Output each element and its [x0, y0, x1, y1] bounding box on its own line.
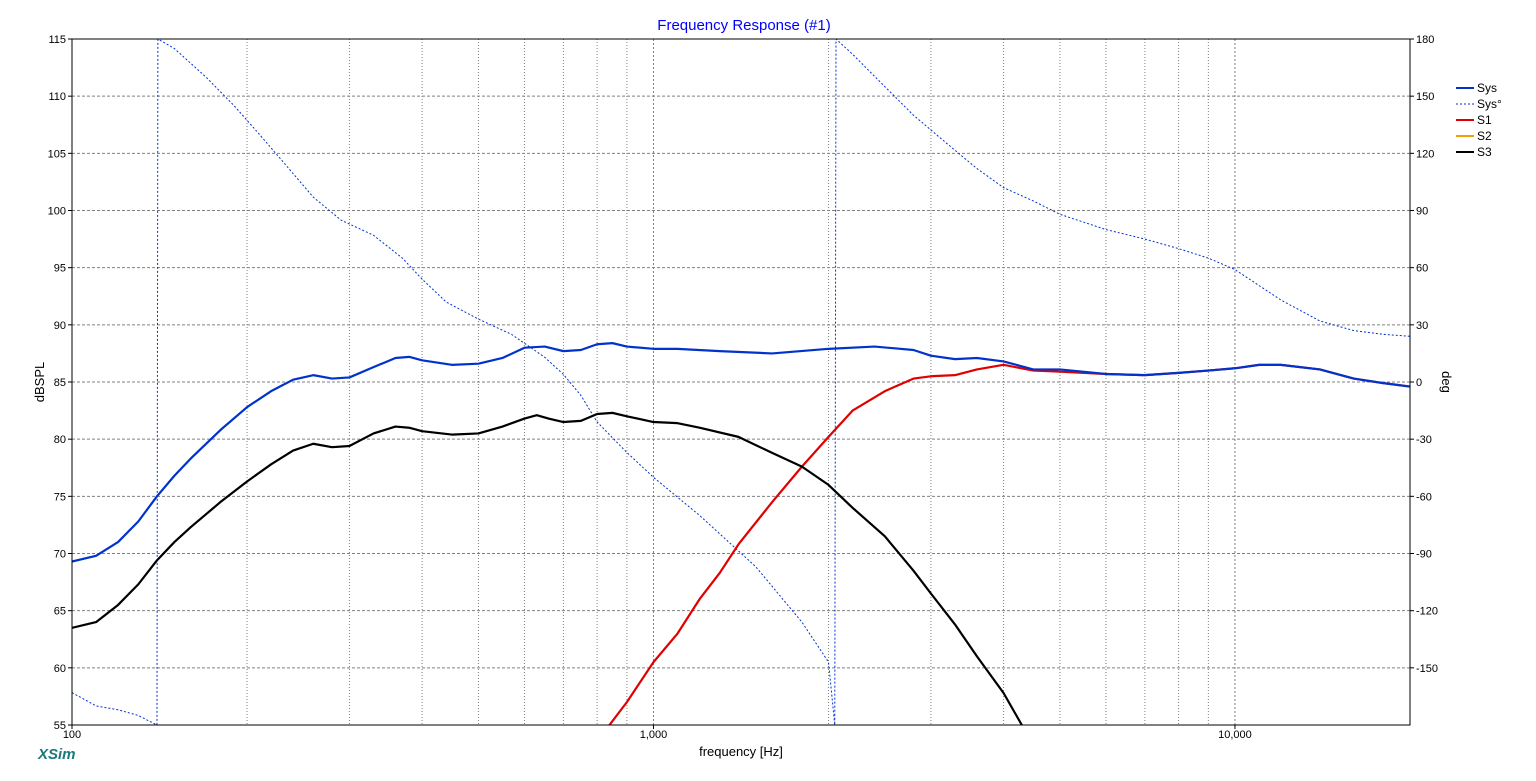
legend-label: S1 [1477, 113, 1492, 127]
y-axis-label: dBSPL [32, 362, 47, 402]
y-tick-label: 90 [54, 320, 66, 332]
x-tick-label: 10,000 [1218, 729, 1252, 741]
y2-tick-label: -30 [1416, 434, 1432, 446]
y-tick-label: 85 [54, 377, 66, 389]
series-layer [72, 39, 1410, 725]
y-tick-label: 100 [48, 206, 66, 218]
y2-tick-label: 0 [1416, 377, 1422, 389]
x-axis-label: frequency [Hz] [699, 744, 783, 759]
y2-tick-label: 120 [1416, 148, 1434, 160]
y2-tick-label: 30 [1416, 320, 1428, 332]
y-tick-label: 70 [54, 549, 66, 561]
y-tick-label: 60 [54, 663, 66, 675]
y-tick-label: 110 [48, 91, 66, 103]
legend-label: S3 [1477, 145, 1492, 159]
y-tick-label: 115 [48, 34, 66, 46]
y-tick-label: 55 [54, 720, 66, 732]
y-tick-label: 105 [48, 148, 66, 160]
y-tick-label: 95 [54, 263, 66, 275]
y2-axis-label: deg [1439, 371, 1454, 393]
y2-tick-label: -150 [1416, 663, 1438, 675]
legend-label: Sys° [1477, 97, 1502, 111]
y2-tick-label: 180 [1416, 34, 1434, 46]
series-line-s3 [72, 411, 1023, 725]
legend-label: S2 [1477, 129, 1492, 143]
x-tick-label: 100 [63, 729, 81, 741]
app-brand: XSim [38, 746, 76, 763]
y2-tick-label: -90 [1416, 549, 1432, 561]
y2-tick-label: 150 [1416, 91, 1434, 103]
y-tick-label: 65 [54, 606, 66, 618]
chart-title: Frequency Response (#1) [657, 17, 830, 34]
x-axis-ticks: 100 1,000 10,000 [63, 725, 1252, 741]
right-axis-ticks: -150 -120 -90 -60 -30 0 30 60 90 120 150 180 [1410, 34, 1438, 675]
y-tick-label: 75 [54, 491, 66, 503]
y-tick-label: 80 [54, 434, 66, 446]
legend-label: Sys [1477, 81, 1497, 95]
grid [72, 39, 1410, 725]
y2-tick-label: 90 [1416, 206, 1428, 218]
y2-tick-label: 60 [1416, 263, 1428, 275]
legend: Sys Sys° S1 S2 S3 [1456, 81, 1502, 159]
series-line-sys [72, 342, 1410, 563]
y2-tick-label: -60 [1416, 491, 1432, 503]
x-tick-label: 1,000 [640, 729, 668, 741]
y2-tick-label: -120 [1416, 606, 1438, 618]
left-axis-ticks: 55 60 65 70 75 80 85 90 95 100 105 110 115 [48, 34, 72, 732]
